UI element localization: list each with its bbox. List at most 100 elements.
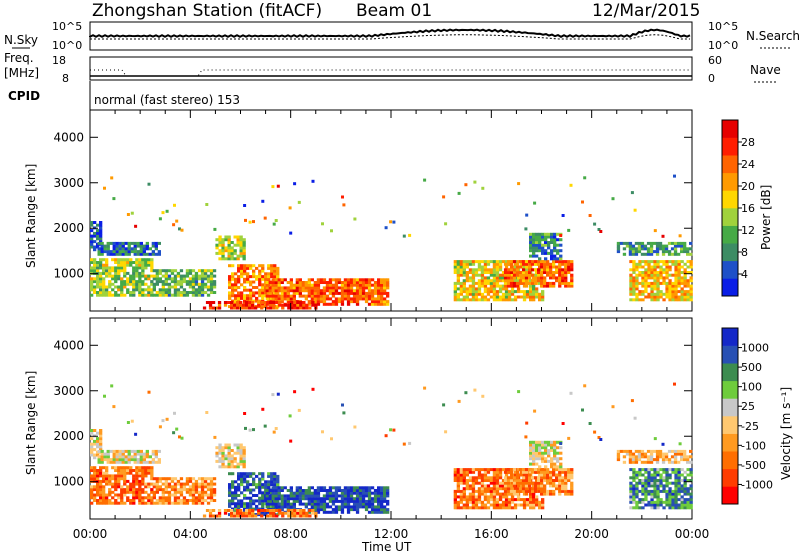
data-cell [277, 283, 281, 287]
data-cell [503, 276, 508, 280]
data-cell [558, 470, 562, 474]
data-cell [522, 284, 527, 288]
data-cell [316, 510, 321, 514]
data-cell [492, 479, 497, 482]
data-cell [537, 481, 541, 485]
data-cell [129, 501, 133, 505]
data-cell [96, 477, 100, 481]
data-cell [227, 457, 231, 461]
data-cell [237, 294, 241, 298]
data-cell [114, 499, 118, 502]
data-cell [296, 514, 300, 518]
data-cell [637, 452, 642, 456]
data-cell [340, 491, 345, 495]
data-cell [535, 457, 539, 461]
data-cell [206, 269, 211, 273]
data-cell [635, 287, 639, 291]
data-cell [316, 291, 321, 295]
data-cell [540, 481, 544, 485]
data-cell [258, 283, 262, 287]
data-cell [677, 244, 681, 248]
data-cell [583, 176, 587, 180]
data-cell [656, 284, 660, 288]
data-cell [100, 449, 104, 453]
data-cell [453, 473, 457, 477]
data-cell [141, 469, 145, 472]
data-cell [164, 499, 168, 502]
data-cell [525, 268, 530, 272]
data-cell [311, 179, 315, 183]
data-cell [653, 479, 657, 482]
data-cell [96, 493, 100, 497]
data-cell [239, 251, 243, 255]
data-cell [96, 488, 100, 492]
data-cell [380, 510, 384, 514]
data-cell [135, 469, 139, 472]
data-cell [535, 503, 539, 507]
data-cell [230, 511, 234, 515]
data-cell [561, 268, 565, 272]
data-cell [313, 497, 317, 501]
data-cell [172, 431, 176, 435]
data-cell [99, 437, 103, 441]
data-cell [352, 491, 357, 495]
data-cell [135, 282, 139, 286]
data-cell [151, 250, 155, 254]
data-cell [561, 489, 565, 493]
data-cell [674, 481, 678, 485]
data-cell [353, 217, 357, 221]
data-cell [275, 301, 279, 304]
data-cell [270, 477, 274, 481]
data-cell [355, 508, 360, 512]
data-cell [265, 497, 269, 501]
data-cell [272, 222, 276, 226]
data-cell [486, 279, 491, 283]
data-cell [288, 414, 292, 418]
data-cell [236, 254, 240, 258]
data-cell [145, 247, 149, 251]
data-cell [242, 462, 246, 466]
data-cell [553, 232, 557, 236]
data-cell [634, 449, 639, 453]
data-cell [261, 291, 265, 295]
data-cell [141, 288, 145, 292]
data-cell [367, 491, 372, 495]
data-cell [361, 286, 366, 290]
data-cell [273, 266, 277, 270]
data-cell [532, 440, 536, 444]
data-cell [532, 276, 536, 280]
data-cell [93, 453, 97, 457]
data-cell [453, 500, 457, 504]
data-cell [123, 493, 127, 497]
data-cell [239, 459, 243, 463]
data-cell [471, 484, 476, 488]
data-cell [286, 505, 290, 509]
data-cell [290, 514, 294, 518]
data-cell [546, 262, 550, 266]
data-cell [194, 479, 199, 483]
data-cell [453, 506, 457, 510]
data-cell [111, 501, 115, 505]
data-cell [380, 499, 384, 503]
data-cell [380, 281, 384, 284]
data-cell [99, 482, 103, 486]
data-cell [558, 260, 562, 264]
data-cell [537, 476, 541, 480]
data-cell [564, 492, 568, 496]
data-cell [90, 280, 94, 284]
data-cell [477, 265, 482, 269]
data-cell [124, 455, 128, 459]
data-cell [242, 251, 246, 255]
data-cell [549, 273, 553, 277]
data-cell [570, 481, 574, 485]
data-cell [212, 282, 217, 286]
data-cell [270, 272, 274, 276]
data-cell [468, 479, 473, 482]
data-cell [240, 483, 244, 487]
data-cell [581, 200, 584, 204]
data-cell [212, 493, 217, 497]
x-tick-label: 08:00 [273, 527, 308, 541]
data-cell [512, 489, 517, 493]
data-cell [650, 265, 654, 269]
data-cell [179, 269, 184, 273]
